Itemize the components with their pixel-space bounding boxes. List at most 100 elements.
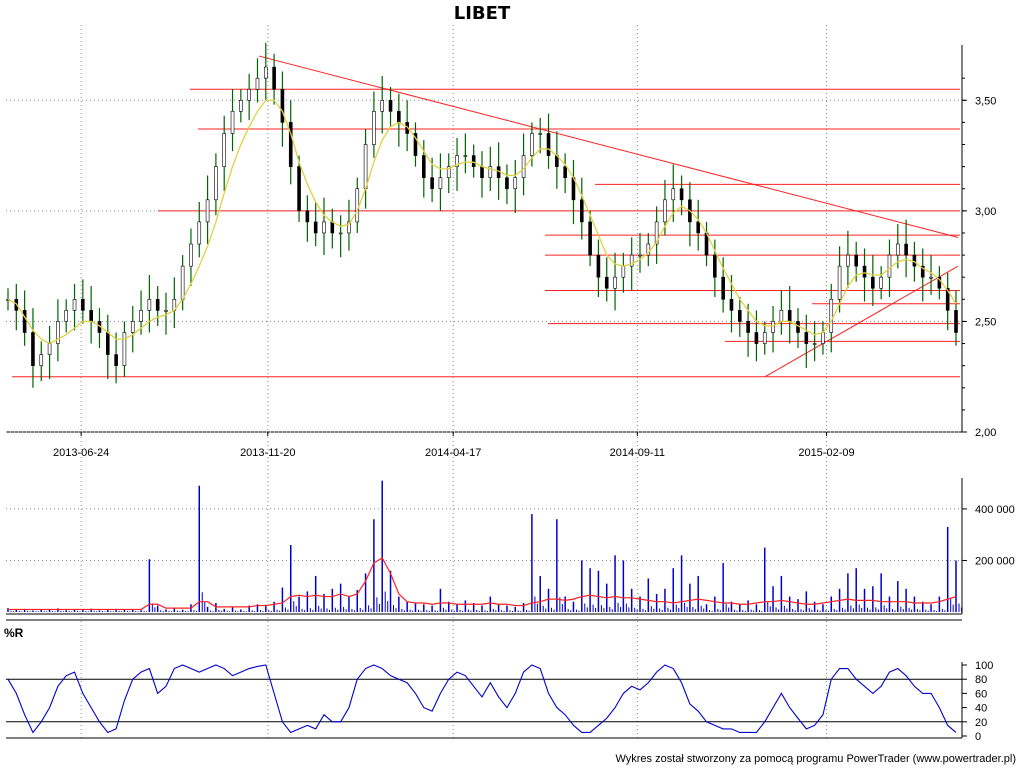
- candle-body: [812, 343, 817, 345]
- candle-body: [929, 276, 933, 279]
- candle-body: [713, 254, 717, 278]
- chart-title: LIBET: [454, 3, 511, 24]
- wr-grid: [6, 678, 962, 723]
- candle-body: [380, 99, 385, 112]
- candle-body: [821, 332, 825, 344]
- candle-body: [363, 144, 368, 190]
- candle-body: [155, 299, 160, 311]
- candle-body: [397, 111, 401, 123]
- candle-body: [563, 166, 567, 178]
- candle-body: [372, 111, 376, 145]
- price-tick-label: 2,00: [975, 427, 996, 439]
- candle-body: [937, 276, 942, 289]
- candle-body: [679, 188, 684, 201]
- candle-body: [72, 299, 77, 311]
- candle-body: [771, 321, 775, 333]
- candle-body: [247, 88, 251, 101]
- candle-body: [579, 199, 584, 223]
- candle-body: [255, 77, 260, 90]
- candle-body: [762, 332, 767, 344]
- candle-body: [920, 265, 925, 278]
- candle-body: [413, 133, 418, 156]
- candle-body: [455, 155, 459, 167]
- candle-body: [829, 299, 834, 333]
- candle-body: [505, 177, 509, 190]
- candle-body: [729, 299, 734, 311]
- volume-y-ticks: 200 000 400 000: [962, 504, 1015, 567]
- candle-body: [280, 88, 285, 123]
- candle-body: [214, 166, 218, 201]
- candle-body: [114, 354, 118, 366]
- candle-body: [130, 321, 135, 333]
- candle-body: [871, 276, 875, 289]
- candle-body: [879, 276, 883, 289]
- candle-body: [22, 310, 27, 333]
- volume-bars: [7, 480, 962, 612]
- volume-average-line: [8, 557, 957, 611]
- williams-r-panel: 0 20 40 60 80 100: [6, 660, 993, 743]
- candle-body: [588, 221, 592, 256]
- candle-body: [122, 332, 127, 366]
- candle-body: [954, 310, 958, 333]
- wr-tick-label: 20: [975, 717, 987, 729]
- candle-body: [787, 310, 792, 322]
- candle-body: [355, 188, 360, 223]
- candle-body: [313, 221, 318, 234]
- wr-panel-label: %R: [4, 626, 24, 640]
- candle-body: [31, 332, 35, 366]
- candle-body: [288, 122, 293, 167]
- wr-tick-label: 100: [975, 660, 993, 672]
- candle-body: [912, 254, 917, 267]
- footer-credit: Wykres został stworzony za pomocą progra…: [615, 753, 1016, 765]
- wr-polyline: [7, 664, 957, 734]
- candle-body: [105, 332, 110, 355]
- candle-body: [737, 310, 742, 322]
- candle-body: [239, 99, 243, 112]
- candle-body: [663, 199, 667, 223]
- candle-body: [272, 66, 276, 90]
- candle-body: [180, 265, 185, 300]
- candle-body: [139, 310, 143, 322]
- candle-body: [446, 166, 451, 178]
- candle-body: [197, 221, 202, 245]
- candle-body: [638, 254, 642, 257]
- candle-body: [438, 177, 443, 190]
- candle-body: [621, 265, 626, 278]
- wr-tick-label: 0: [975, 731, 981, 743]
- candle-body: [81, 299, 85, 311]
- date-tick-label: 2014-09-11: [610, 447, 665, 459]
- candle-body: [721, 276, 725, 300]
- candle-body: [89, 310, 93, 322]
- candle-body: [613, 276, 617, 289]
- price-tick-label: 2,50: [975, 316, 996, 328]
- support-resistance-lines: [12, 88, 960, 378]
- candle-body: [463, 155, 468, 157]
- candle-body: [421, 155, 426, 178]
- candle-body: [854, 254, 859, 267]
- candle-body: [347, 221, 351, 234]
- candle-body: [64, 310, 69, 322]
- date-tick-label: 2015-02-09: [798, 447, 854, 459]
- candle-body: [754, 332, 759, 344]
- candle-body: [530, 133, 534, 156]
- price-y-ticks: 2,00 2,50 3,00 3,50: [962, 77, 996, 439]
- candle-body: [945, 287, 950, 311]
- candle-body: [671, 188, 676, 201]
- candle-body: [904, 243, 908, 256]
- candle-body: [862, 265, 867, 278]
- price-panel: 2,002,503,003,50 2013-06-24 2013-11-20 201…: [6, 25, 996, 738]
- candle-body: [846, 254, 850, 267]
- candle-body: [222, 133, 227, 167]
- wr-tick-label: 60: [975, 688, 987, 700]
- candle-body: [305, 210, 310, 223]
- candle-body: [804, 332, 809, 344]
- price-tick-label: 3,00: [975, 206, 996, 218]
- candle-body: [546, 133, 551, 156]
- candle-body: [746, 321, 750, 333]
- candle-body: [779, 310, 784, 322]
- candle-body: [604, 276, 609, 289]
- trendlines: [258, 55, 959, 378]
- volume-tick-label: 400 000: [975, 504, 1015, 516]
- wr-y-ticks: 0 20 40 60 80 100: [962, 660, 993, 743]
- date-x-ticks: 2013-06-24 2013-11-20 2014-04-17 2014-09-11…: [53, 432, 855, 459]
